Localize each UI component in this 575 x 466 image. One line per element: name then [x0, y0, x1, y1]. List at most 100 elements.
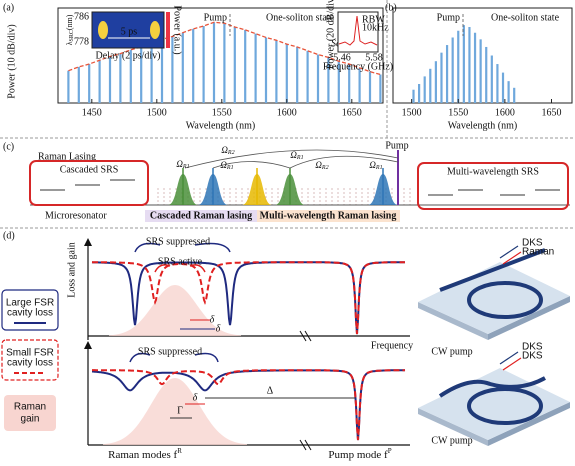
delta-label: δ [210, 314, 215, 325]
inset-spectrum [337, 11, 379, 53]
axis-break [304, 439, 312, 451]
annotation: One-soliton state [491, 12, 560, 23]
inset-y-label: Power (20 dB/div) [325, 0, 336, 69]
output-label: DKS [522, 351, 543, 362]
axis-label: Raman modes fR [108, 447, 182, 461]
output-label: DKS [522, 342, 543, 353]
band [145, 210, 257, 222]
output-arrow [499, 351, 519, 365]
panel-label: (b) [385, 2, 397, 13]
brace [154, 264, 206, 273]
output-arrow [499, 245, 519, 259]
inset-note: RBW [362, 14, 385, 25]
omega-label: ΩR1 [176, 159, 189, 170]
x-tick-label: 1600 [277, 107, 297, 118]
legend-box [1, 339, 59, 381]
x-axis-label: Wavelength (nm) [448, 120, 517, 131]
legend-text: Large FSR [6, 298, 54, 309]
pump-label: Pump [385, 140, 408, 151]
arc [184, 149, 399, 169]
inset-trace [338, 15, 378, 46]
chip-top [418, 368, 570, 440]
omega-label: ΩR1 [369, 160, 382, 171]
title: Raman Lasing [38, 151, 96, 162]
annotation: One-soliton state [266, 12, 335, 23]
gamma-label: Γ [177, 405, 183, 416]
box-title: Multi-wavelength SRS [447, 166, 539, 177]
annotation: SRS active [158, 256, 203, 267]
chip-side [418, 408, 488, 446]
loss-curve [92, 369, 406, 441]
band-label: Multi-wavelength Raman lasing [260, 210, 397, 221]
gain-profile [109, 285, 241, 336]
label-part: R1 [226, 165, 234, 171]
x-tick-label: 1500 [147, 107, 167, 118]
label-part: Ω [220, 160, 227, 170]
chip-side [418, 302, 488, 340]
x-axis-label: Wavelength (nm) [186, 120, 255, 131]
scale-label: 5 ps [121, 26, 138, 37]
brace [134, 242, 231, 253]
band-label: Microresonator [45, 210, 107, 221]
inset-x-label: Frequency (GHz) [323, 61, 393, 72]
gain-profile [103, 378, 247, 445]
arc [212, 161, 291, 169]
chip-top [418, 262, 570, 334]
omega-label: ΩR1 [290, 150, 303, 161]
loss-curve [91, 261, 405, 335]
axis-break [299, 330, 307, 342]
colorbar [166, 12, 170, 48]
label-part: R2 [321, 165, 329, 171]
band [257, 210, 400, 222]
x-tick-label: 1550 [448, 107, 468, 118]
axis-break [304, 330, 312, 342]
annotation: SRS suppressed [146, 236, 210, 247]
delta-label: δ [216, 323, 221, 334]
output-label: Raman [522, 247, 554, 258]
axis-label: Loss and gain [66, 242, 77, 298]
axis-label: Pump mode fP [328, 447, 391, 461]
inset-note: 10kHz [362, 22, 389, 33]
output-label: DKS [522, 238, 543, 249]
x-tick-label: 1500 [402, 107, 422, 118]
arrow-head [84, 238, 92, 246]
inset-spot [150, 21, 160, 39]
output-arrow [502, 357, 522, 371]
panel-label: (d) [3, 230, 15, 241]
chip-side [488, 402, 570, 446]
delta-label: Δ [267, 385, 274, 396]
label-part: Ω [176, 159, 183, 169]
chip-side [488, 296, 570, 340]
brace [129, 352, 219, 363]
ring [467, 387, 543, 425]
inset-spot [98, 21, 108, 39]
panel-label: (c) [3, 141, 14, 152]
label-part: P [388, 447, 392, 455]
label-part: R1 [296, 155, 304, 161]
omega-label: ΩR2 [315, 160, 328, 171]
arrow-head [84, 341, 92, 349]
panel-label: (a) [3, 2, 14, 13]
label-part: Pump mode f [328, 449, 388, 461]
label-part: SRC [69, 30, 75, 41]
axis-break [299, 439, 307, 451]
y-axis-label: Power (10 dB/div) [6, 24, 17, 98]
legend-box [4, 395, 56, 431]
annotation: Pump [437, 12, 460, 23]
input-label: CW pump [431, 435, 472, 446]
label-part: Ω [315, 160, 322, 170]
label-part: R [177, 447, 182, 455]
legend-text: Small FSR [6, 348, 54, 359]
arc [289, 155, 399, 169]
band-label: Cascaded Raman lasing [150, 210, 252, 221]
axis-label: Frequency [371, 340, 413, 351]
label-part: (nm) [65, 14, 74, 30]
label-part: R2 [227, 150, 235, 156]
plot-frame [392, 7, 573, 104]
inset-tick: 786 [74, 11, 89, 22]
sech-envelope [68, 21, 381, 76]
box [417, 162, 569, 210]
legend-text: cavity loss [7, 308, 53, 319]
loss-curve [92, 261, 405, 335]
